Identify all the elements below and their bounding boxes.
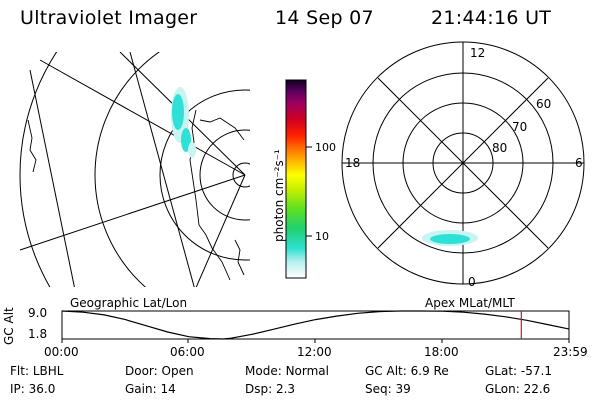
timeline-plot xyxy=(61,310,570,343)
info-dsp: Dsp: 2.3 xyxy=(245,382,295,396)
altitude-curve xyxy=(61,310,569,340)
polar-plot xyxy=(341,41,585,285)
instrument-title: Ultraviolet Imager xyxy=(20,7,198,29)
info-gc-alt-label: GC Alt: xyxy=(365,364,407,378)
info-glat: GLat: -57.1 xyxy=(485,364,552,378)
info-dsp-value: 2.3 xyxy=(275,382,296,396)
info-gain-value: 14 xyxy=(160,382,176,396)
colorbar xyxy=(285,79,312,279)
info-flt-label: Flt: xyxy=(10,364,29,378)
mlt-label-6: 6 xyxy=(575,156,583,170)
x-tick-2359: 23:59 xyxy=(553,345,588,359)
info-glon-value: 22.6 xyxy=(523,382,551,396)
info-gain: Gain: 14 xyxy=(125,382,176,396)
timeline-y-title: GC Alt xyxy=(2,307,16,345)
info-mode: Mode: Normal xyxy=(245,364,329,378)
lat-label-60: 60 xyxy=(536,97,552,111)
date-label: 14 Sep 07 xyxy=(275,7,374,29)
y-tick-1-8: 1.8 xyxy=(28,327,48,341)
apex-title: Apex MLat/MLT xyxy=(425,296,515,310)
mlt-label-12: 12 xyxy=(470,46,486,60)
info-flt: Flt: LBHL xyxy=(10,364,63,378)
info-door-label: Door: xyxy=(125,364,158,378)
info-gc-alt: GC Alt: 6.9 Re xyxy=(365,364,449,378)
info-glon-label: GLon: xyxy=(485,382,520,396)
info-door: Door: Open xyxy=(125,364,194,378)
x-tick-1800: 18:00 xyxy=(424,345,459,359)
info-ip-label: IP: xyxy=(10,382,25,396)
colorbar-tick-100: 100 xyxy=(315,141,336,154)
info-glon: GLon: 22.6 xyxy=(485,382,550,396)
x-tick-1200: 12:00 xyxy=(297,345,332,359)
lat-label-70: 70 xyxy=(512,120,528,134)
y-tick-9: 9.0 xyxy=(28,306,48,320)
info-gain-label: Gain: xyxy=(125,382,157,396)
time-label: 21:44:16 UT xyxy=(431,7,552,29)
polar-aurora-emission xyxy=(422,230,478,246)
mlt-label-18: 18 xyxy=(345,156,361,170)
info-seq-label: Seq: xyxy=(365,382,392,396)
colorbar-tick-10: 10 xyxy=(315,230,329,243)
info-gc-alt-value: 6.9 Re xyxy=(410,364,449,378)
lat-label-80: 80 xyxy=(492,141,508,155)
info-mode-label: Mode: xyxy=(245,364,282,378)
info-ip: IP: 36.0 xyxy=(10,382,55,396)
info-seq: Seq: 39 xyxy=(365,382,411,396)
x-tick-0000: 00:00 xyxy=(44,345,79,359)
mlt-label-0: 0 xyxy=(468,275,476,289)
info-door-value: Open xyxy=(161,364,194,378)
x-tick-0600: 06:00 xyxy=(170,345,205,359)
info-flt-value: LBHL xyxy=(32,364,64,378)
info-glat-value: -57.1 xyxy=(520,364,552,378)
info-mode-value: Normal xyxy=(285,364,329,378)
colorbar-unit-label: photon cm⁻²s⁻¹ xyxy=(272,149,286,242)
info-dsp-label: Dsp: xyxy=(245,382,273,396)
geographic-title: Geographic Lat/Lon xyxy=(70,296,188,310)
info-ip-value: 36.0 xyxy=(28,382,56,396)
info-seq-value: 39 xyxy=(395,382,411,396)
info-glat-label: GLat: xyxy=(485,364,518,378)
map-aurora-emission xyxy=(171,87,196,158)
